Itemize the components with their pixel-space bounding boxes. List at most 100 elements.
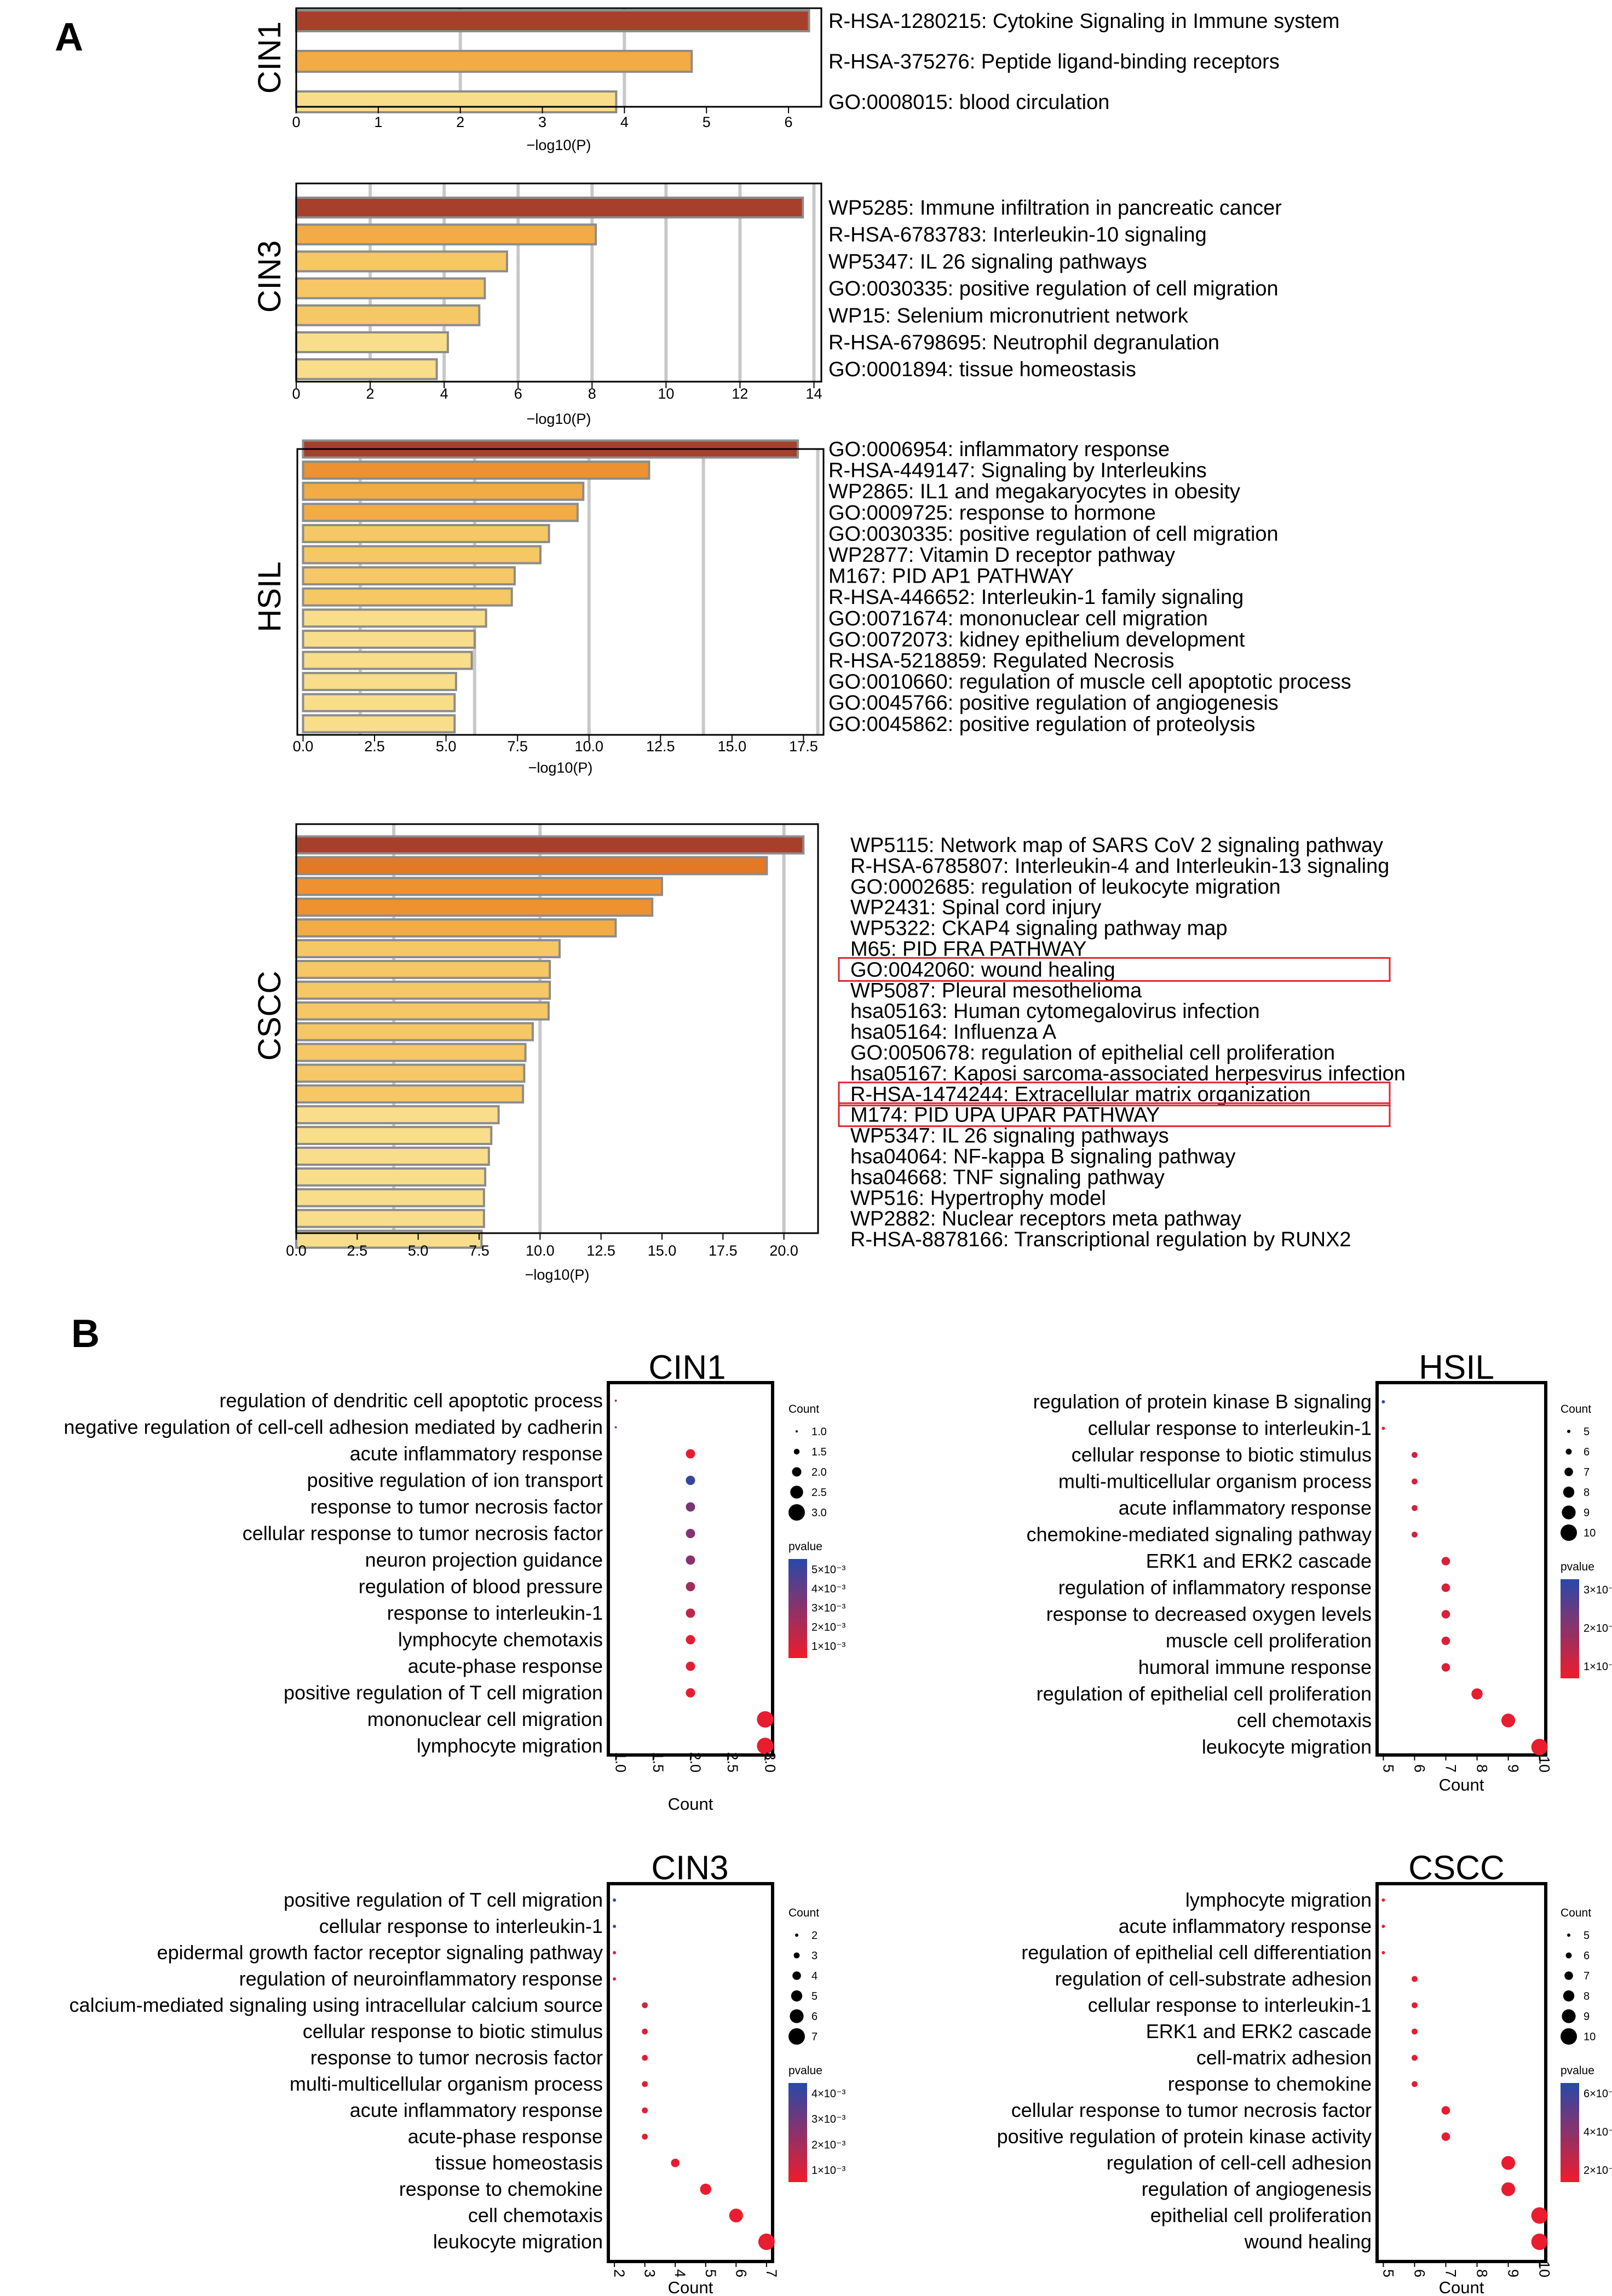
color-bar-segment [1561, 1635, 1579, 1639]
color-bar-segment [788, 1631, 807, 1635]
x-axis-label: Count [1439, 2278, 1484, 2296]
x-tick-label: 17.5 [789, 738, 818, 755]
plot-frame [295, 7, 822, 108]
plot-title: CIN1 [648, 1349, 726, 1386]
x-tick-label: 0.0 [286, 1242, 307, 1259]
term-label: response to interleukin-1 [387, 1602, 603, 1624]
x-tick-label: 10.0 [526, 1242, 555, 1259]
dot [686, 1449, 695, 1459]
dot [613, 1898, 617, 1902]
x-tick-label: 0.0 [293, 738, 314, 755]
x-tick-label: 4 [672, 2269, 688, 2277]
color-bar-segment [788, 2083, 807, 2087]
term-label: positive regulation of protein kinase ac… [997, 2125, 1372, 2148]
term-label: regulation of protein kinase B signaling [1033, 1390, 1372, 1413]
dot [1501, 2182, 1516, 2196]
dot [1412, 1976, 1418, 1982]
dot [1441, 1557, 1450, 1566]
bar [295, 897, 654, 917]
color-bar-segment [788, 2149, 807, 2153]
x-tick-label: 20.0 [769, 1242, 798, 1259]
color-bar-segment [1561, 1596, 1579, 1599]
term-label: epithelial cell proliferation [1150, 2204, 1372, 2226]
color-bar-segment [1561, 2165, 1579, 2169]
term-label: leukocyte migration [433, 2230, 603, 2253]
color-bar-segment [788, 1582, 807, 1586]
x-tick-label: 14 [805, 385, 822, 402]
term-label: acute-phase response [408, 2125, 603, 2148]
dot [1412, 1505, 1418, 1511]
color-bar-segment [1561, 2106, 1579, 2110]
size-legend-label: 7 [1584, 1970, 1590, 1982]
term-label: WP15: Selenium micronutrient network [828, 304, 1189, 327]
color-bar-segment [1561, 1648, 1579, 1652]
term-label: GO:0072073: kidney epithelium developmen… [828, 628, 1245, 651]
term-label: WP5322: CKAP4 signaling pathway map [850, 917, 1228, 940]
color-bar-segment [788, 1612, 807, 1615]
size-legend-dot [1567, 1934, 1570, 1937]
x-tick-label: 9 [1505, 2269, 1522, 2277]
term-label: hsa05164: Influenza A [850, 1021, 1057, 1044]
term-label: R-HSA-6785807: Interleukin-4 and Interle… [850, 855, 1389, 878]
term-label: hsa05167: Kaposi sarcoma-associated herp… [850, 1062, 1406, 1085]
term-label: cell-matrix adhesion [1196, 2046, 1372, 2069]
term-label: regulation of epithelial cell differenti… [1021, 1941, 1372, 1964]
size-legend-dot [1563, 1486, 1575, 1498]
color-legend-label: 2×10⁻³ [811, 1621, 846, 1633]
plot-title: CSCC [1408, 1849, 1505, 1887]
x-axis-label: −log10(P) [528, 759, 593, 776]
bar [295, 1188, 485, 1207]
dot [1441, 1610, 1450, 1619]
dot [1381, 1898, 1385, 1902]
dot [1531, 2207, 1548, 2224]
bar [302, 651, 473, 670]
term-label: response to tumor necrosis factor [310, 2046, 603, 2069]
term-label: response to tumor necrosis factor [310, 1495, 603, 1518]
bar [295, 856, 768, 876]
color-bar-segment [1561, 1655, 1579, 1659]
color-bar-segment [1561, 2159, 1579, 2162]
size-legend-dot [790, 1486, 803, 1499]
color-legend-label: 2×10⁻⁴ [1584, 2165, 1612, 2177]
term-label: GO:0001894: tissue homeostasis [828, 358, 1136, 381]
size-legend-title: Count [1561, 1907, 1591, 1919]
term-label: multi-multicellular organism process [290, 2073, 603, 2095]
bar [295, 1105, 500, 1125]
size-legend-label: 5 [1584, 1426, 1590, 1438]
color-bar-segment [788, 1648, 807, 1651]
color-bar-segment [788, 1638, 807, 1642]
size-legend-label: 7 [811, 2031, 817, 2043]
color-bar-segment [788, 1651, 807, 1655]
term-label: chemokine-mediated signaling pathway [1027, 1523, 1372, 1546]
x-tick-label: 0 [292, 385, 300, 402]
term-label: WP2877: Vitamin D receptor pathway [828, 544, 1175, 567]
term-label: response to decreased oxygen levels [1046, 1603, 1372, 1625]
color-bar-segment [1561, 2132, 1579, 2136]
x-axis-label: −log10(P) [525, 1267, 590, 1283]
bar [302, 503, 579, 522]
group-label: CIN3 [252, 240, 287, 313]
term-label: acute-phase response [408, 1655, 603, 1677]
x-tick-label: 12.5 [586, 1242, 615, 1259]
term-label: regulation of inflammatory response [1058, 1576, 1372, 1599]
size-legend-label: 9 [1584, 2011, 1590, 2023]
color-bar-segment [788, 1562, 807, 1566]
x-tick-label: 5.0 [408, 1242, 429, 1259]
x-tick-label: 5 [1380, 2269, 1396, 2277]
term-label: multi-multicellular organism process [1058, 1470, 1372, 1493]
term-label: WP2431: Spinal cord injury [850, 896, 1101, 919]
group-label: CIN1 [252, 21, 287, 94]
color-bar-segment [788, 1621, 807, 1625]
size-legend-title: Count [1561, 1403, 1591, 1415]
bar [295, 90, 618, 113]
term-label: regulation of dendritic cell apoptotic p… [220, 1389, 603, 1412]
color-legend-title: pvalue [788, 2064, 822, 2077]
color-bar-segment [1561, 1599, 1579, 1603]
dot [700, 2183, 711, 2195]
color-bar-segment [1561, 1651, 1579, 1655]
color-bar-segment [1561, 2129, 1579, 2133]
color-bar-segment [788, 1559, 807, 1563]
plot-frame [295, 823, 819, 1234]
term-label: M167: PID AP1 PATHWAY [828, 565, 1074, 588]
color-bar-segment [788, 2090, 807, 2093]
